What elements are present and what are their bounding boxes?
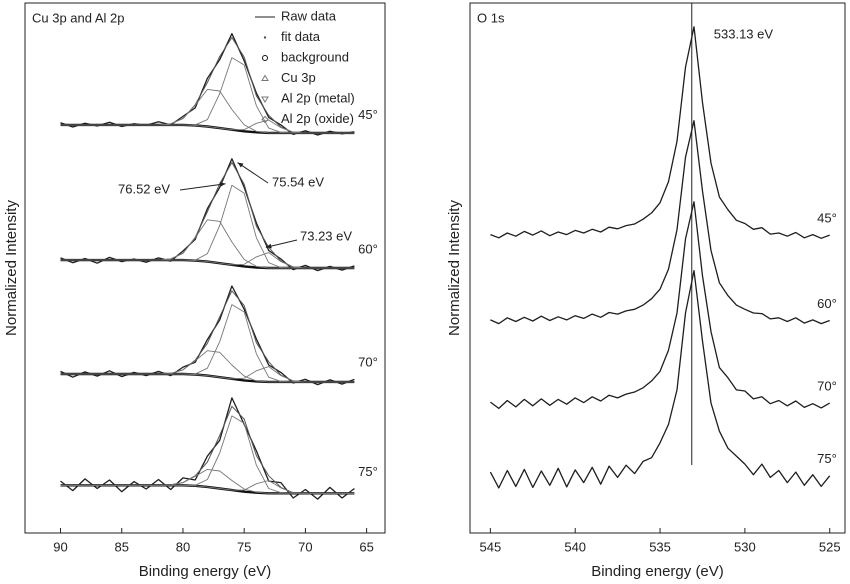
spectrum-line [490, 26, 830, 239]
x-tick-label: 85 [115, 539, 129, 554]
annotation-label: 75.54 eV [272, 174, 324, 189]
reference-label: 533.13 eV [714, 26, 774, 41]
legend: Raw data fit data background Cu 3p Al 2p (me… [255, 8, 355, 126]
plot-frame [24, 2, 386, 534]
spectrum-line [60, 405, 355, 494]
spectrum-label: 60° [817, 296, 837, 311]
spectrum-line [489, 269, 831, 489]
legend-label: Raw data [281, 8, 337, 23]
spectrum-line [60, 304, 355, 383]
arrow-head [237, 162, 244, 168]
spectrum-line [60, 350, 355, 383]
spectrum-line [60, 468, 355, 494]
spectrum-line [60, 184, 355, 269]
annotation-arrow [179, 183, 226, 191]
y-axis-title: Normalized Intensity [3, 200, 20, 336]
spectrum-line [60, 33, 355, 136]
x-tick-label: 540 [564, 539, 586, 554]
spectrum-line [490, 201, 831, 410]
spectrum-line [60, 158, 355, 272]
legend-symbol [261, 74, 269, 81]
spectrum-label: 70° [358, 355, 378, 370]
spectrum-label: 60° [358, 241, 378, 256]
legend-label: Al 2p (oxide) [281, 111, 354, 126]
spectrum-line [490, 120, 830, 325]
x-tick-label: 90 [53, 539, 67, 554]
panel: 545 540 535 530 525 Binding energy (eV) Normal… [446, 2, 846, 580]
spectrum-line [60, 285, 355, 386]
arrow-head [265, 243, 272, 249]
panel-label: Cu 3p and Al 2p [32, 10, 125, 25]
annotation-label: 76.52 eV [118, 181, 170, 196]
x-tick-label: 80 [176, 539, 190, 554]
x-axis-title: Binding energy (eV) [591, 563, 724, 580]
x-axis-title: Binding energy (eV) [139, 563, 272, 580]
spectrum-line [60, 57, 355, 134]
arrow-head [219, 182, 226, 187]
spectrum-label: 45° [817, 211, 837, 226]
legend-symbol [262, 55, 268, 61]
panel-label: O 1s [477, 10, 505, 25]
spectrum-line [60, 397, 355, 500]
x-tick-label: 65 [359, 539, 373, 554]
legend-label: background [281, 49, 349, 64]
legend-label: Cu 3p [281, 70, 316, 85]
y-axis-title: Normalized Intensity [446, 200, 463, 336]
spectrum-label: 70° [817, 379, 837, 394]
spectrum-line [60, 480, 355, 494]
legend-symbol [261, 115, 269, 124]
spectrum-label: 75° [358, 464, 378, 479]
spectrum-label: 75° [817, 451, 837, 466]
annotation-arrow [237, 162, 269, 184]
annotation-label: 73.23 eV [300, 228, 352, 243]
x-tick-label: 525 [819, 539, 841, 554]
panel: 90 85 80 75 70 65 Binding energy (eV) Normalize… [3, 2, 386, 580]
x-tick-label: 535 [649, 539, 671, 554]
spectrum-label: 45° [358, 107, 378, 122]
x-tick-label: 70 [298, 539, 312, 554]
legend-label: Al 2p (metal) [281, 90, 355, 105]
legend-symbol [263, 36, 267, 39]
plot-frame [469, 2, 846, 534]
x-tick-label: 530 [734, 539, 756, 554]
x-tick-label: 75 [237, 539, 251, 554]
x-tick-label: 545 [480, 539, 502, 554]
legend-symbol [261, 96, 269, 103]
legend-label: fit data [281, 29, 321, 44]
spectrum-line [60, 415, 355, 494]
